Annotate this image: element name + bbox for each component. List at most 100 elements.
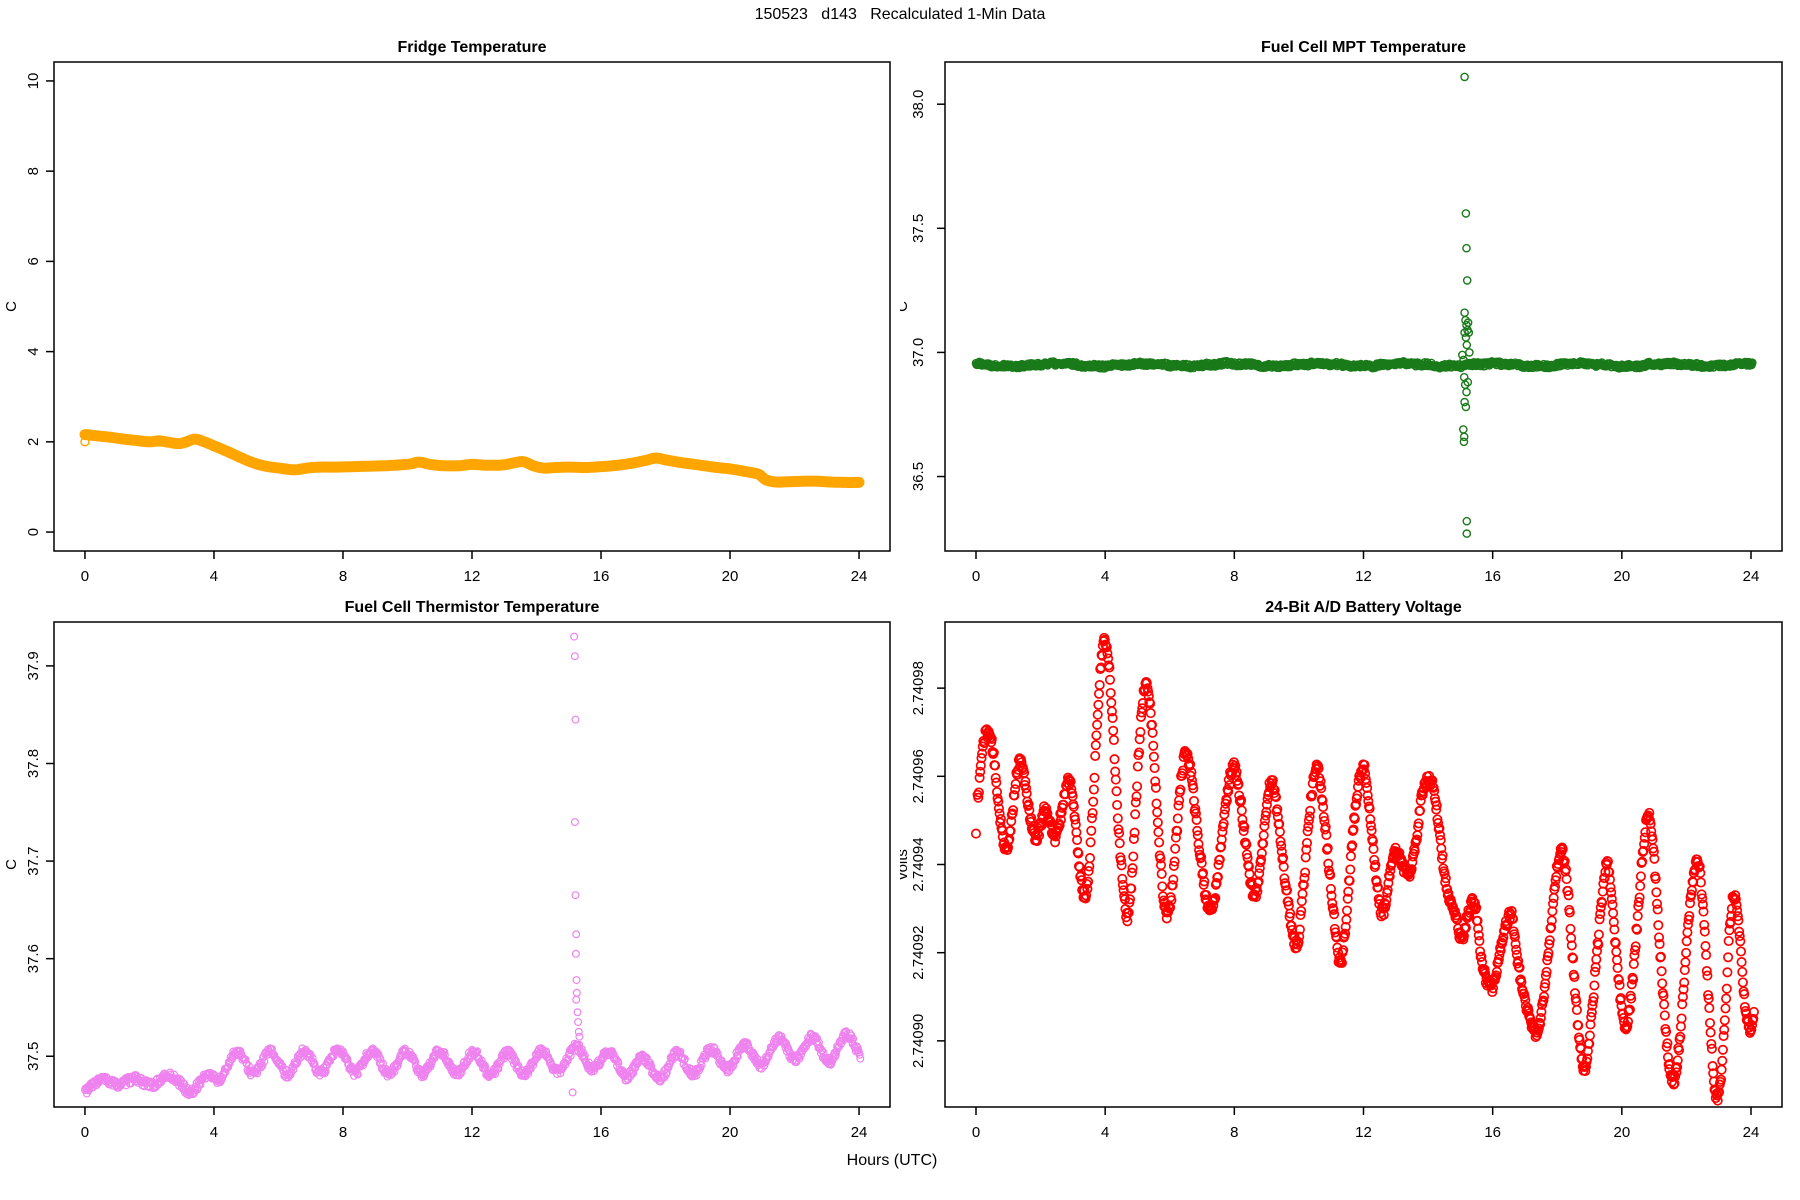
data-point (1546, 922, 1557, 933)
data-point (1151, 798, 1162, 809)
data-point (1165, 902, 1176, 913)
data-point (1539, 982, 1550, 993)
data-point (1349, 813, 1360, 824)
data-point (1137, 698, 1148, 709)
data-point (1278, 861, 1289, 872)
data-point (1075, 870, 1086, 881)
x-tick-label: 24 (1743, 1124, 1760, 1141)
data-point (257, 1063, 266, 1072)
data-point (1166, 895, 1177, 906)
data-point (1107, 712, 1118, 724)
data-point (575, 1032, 584, 1041)
x-tick-label: 12 (464, 568, 481, 585)
data-point (1739, 989, 1750, 1000)
data-point (1340, 928, 1351, 939)
data-point (1561, 874, 1572, 885)
data-point (1701, 965, 1712, 977)
data-point (1302, 826, 1313, 837)
data-point (780, 1038, 789, 1047)
data-point (1111, 786, 1122, 797)
data-point (1442, 884, 1453, 895)
y-axis-label: volts (900, 849, 911, 880)
data-point (1645, 818, 1656, 829)
data-point (566, 1051, 575, 1060)
data-point (1586, 1011, 1597, 1022)
data-point (1611, 954, 1623, 966)
plot-frame (944, 621, 1783, 1108)
data-point (1746, 1020, 1758, 1031)
data-point (1285, 908, 1296, 919)
data-point (1199, 876, 1210, 887)
data-point (1705, 1027, 1716, 1038)
data-point (1656, 966, 1667, 977)
data-point (1073, 848, 1084, 859)
x-tick-label: 16 (593, 1124, 610, 1141)
panel-title: Fuel Cell Thermistor Temperature (345, 599, 600, 616)
data-point (1562, 885, 1573, 896)
data-point (1317, 795, 1328, 806)
data-point (1677, 991, 1688, 1002)
data-point (1657, 978, 1668, 989)
data-point (1256, 848, 1267, 859)
data-point (1336, 957, 1347, 968)
data-point (1606, 887, 1617, 898)
data-point (1221, 795, 1232, 806)
data-point (287, 1068, 296, 1077)
y-tick-label: 37.5 (25, 1042, 42, 1071)
data-point (1462, 276, 1472, 285)
data-point (571, 715, 580, 724)
data-point (571, 891, 580, 900)
data-point (986, 733, 997, 745)
data-point (1299, 873, 1310, 884)
y-tick-label: 37.5 (910, 214, 927, 243)
data-point (1155, 853, 1166, 864)
data-point (1279, 873, 1290, 884)
y-tick-label: 8 (25, 167, 42, 175)
data-point (1597, 897, 1608, 908)
data-point (1196, 852, 1207, 863)
data-point (1294, 924, 1305, 935)
data-point (1719, 1015, 1730, 1026)
data-point (1114, 838, 1125, 849)
data-point (1702, 970, 1713, 981)
data-point (1582, 1053, 1593, 1064)
data-point (631, 1064, 640, 1073)
data-point (1112, 799, 1123, 811)
data-point (1613, 974, 1624, 985)
data-point (1651, 898, 1663, 909)
data-point (1239, 821, 1250, 832)
data-point (1633, 897, 1644, 908)
data-point (1081, 890, 1092, 901)
data-point (1649, 853, 1660, 864)
data-point (1560, 864, 1572, 875)
data-point (991, 777, 1002, 788)
data-point (1463, 377, 1473, 387)
data-point (393, 1061, 402, 1070)
data-point (1608, 908, 1619, 919)
data-point (1234, 790, 1245, 801)
data-point (1717, 1055, 1728, 1066)
data-point (1274, 826, 1285, 837)
data-point (970, 828, 982, 839)
data-point (1303, 815, 1314, 826)
data-point (1608, 917, 1619, 928)
data-point (1721, 983, 1732, 994)
data-point (1108, 725, 1119, 736)
data-point (1021, 783, 1032, 794)
data-point (1718, 1030, 1729, 1042)
data-point (1697, 899, 1708, 910)
data-point (1132, 761, 1143, 772)
data-point (294, 1055, 303, 1064)
data-point (1437, 850, 1448, 861)
data-point (1681, 936, 1692, 947)
data-point (1031, 836, 1043, 847)
data-point (1130, 809, 1141, 820)
x-tick-label: 4 (1101, 1124, 1109, 1141)
data-point (1548, 892, 1559, 904)
data-point (1106, 706, 1117, 717)
data-point (1637, 856, 1648, 867)
data-point (1088, 796, 1099, 807)
data-point (1330, 927, 1341, 938)
data-point (1161, 913, 1172, 924)
